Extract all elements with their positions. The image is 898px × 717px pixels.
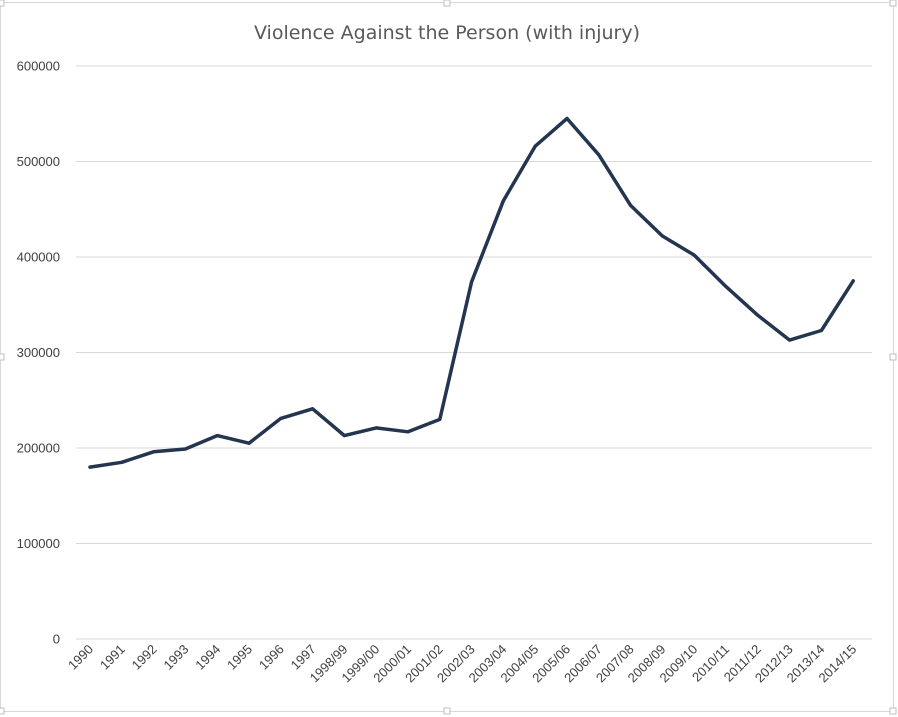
chart-title: Violence Against the Person (with injury…	[254, 22, 640, 44]
x-tick-label-1: 1991	[97, 642, 128, 673]
resize-handle-top-center[interactable]	[443, 0, 451, 7]
data-point-2008/09[interactable]	[660, 234, 664, 238]
data-point-2000/01[interactable]	[406, 430, 410, 434]
data-point-2007/08[interactable]	[629, 203, 633, 207]
data-point-2005/06[interactable]	[565, 117, 569, 121]
data-point-1991[interactable]	[120, 460, 124, 464]
x-tick-label-4: 1994	[192, 642, 223, 673]
x-tick-label-5: 1995	[224, 642, 255, 673]
data-point-2001/02[interactable]	[438, 417, 442, 421]
x-tick-label-2: 1992	[129, 642, 160, 673]
series-layer	[88, 116, 855, 469]
data-point-2011/12[interactable]	[756, 313, 760, 317]
resize-handle-top-right[interactable]	[889, 0, 897, 7]
y-tick-label-6: 600000	[17, 59, 60, 74]
data-point-2010/11[interactable]	[724, 285, 728, 289]
resize-handle-middle-right[interactable]	[889, 353, 897, 361]
x-axis-tick-labels: 1990 1991 1992 1993 1994 1995 1996 19971998/991…	[65, 642, 859, 686]
data-point-1994[interactable]	[215, 434, 219, 438]
resize-handle-bottom-right[interactable]	[889, 707, 897, 715]
y-tick-label-2: 200000	[17, 441, 60, 456]
resize-handle-bottom-left[interactable]	[0, 707, 5, 715]
data-point-1996[interactable]	[279, 416, 283, 420]
y-tick-label-0: 0	[53, 632, 60, 647]
data-point-2014/15[interactable]	[851, 279, 855, 283]
y-tick-label-5: 500000	[17, 154, 60, 169]
y-tick-label-3: 300000	[17, 345, 60, 360]
data-point-2006/07[interactable]	[597, 153, 601, 157]
resize-handle-bottom-center[interactable]	[443, 707, 451, 715]
data-point-1997[interactable]	[311, 407, 315, 411]
x-tick-label-0: 1990	[65, 642, 96, 673]
data-point-2002/03[interactable]	[470, 280, 474, 284]
data-point-1999/00[interactable]	[374, 426, 378, 430]
y-tick-label-4: 400000	[17, 250, 60, 265]
data-point-2003/04[interactable]	[501, 199, 505, 203]
data-point-1998/99[interactable]	[342, 434, 346, 438]
data-point-2012/13[interactable]	[788, 338, 792, 342]
data-point-1993[interactable]	[183, 447, 187, 451]
series-line-0[interactable]	[88, 116, 855, 469]
y-axis-tick-labels: 0 100000 200000 300000 400000 500000 600000	[17, 59, 60, 647]
data-point-1995[interactable]	[247, 441, 251, 445]
data-point-2013/14[interactable]	[819, 329, 823, 333]
data-point-2009/10[interactable]	[692, 253, 696, 257]
resize-handle-top-left[interactable]	[0, 0, 5, 7]
data-point-1992[interactable]	[152, 450, 156, 454]
x-tick-label-6: 1996	[256, 642, 287, 673]
gridlines	[76, 65, 872, 640]
data-point-1990[interactable]	[88, 465, 92, 469]
data-point-2004/05[interactable]	[533, 144, 537, 148]
x-tick-label-3: 1993	[160, 642, 191, 673]
resize-handle-middle-left[interactable]	[0, 353, 5, 361]
y-tick-label-1: 100000	[17, 536, 60, 551]
